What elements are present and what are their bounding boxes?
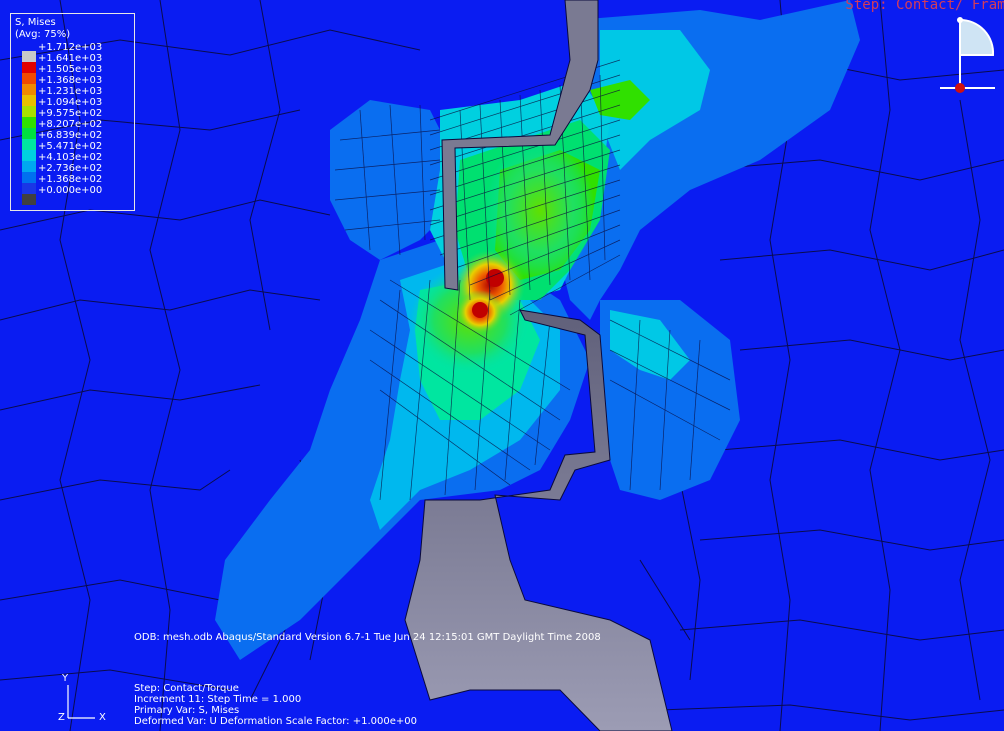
legend-tick: +0.000e+00 <box>38 185 103 196</box>
legend-subtitle: (Avg: 75%) <box>15 29 71 40</box>
view-triad <box>940 17 995 93</box>
legend-tick: +1.368e+03 <box>38 75 103 86</box>
coordinate-triad <box>67 685 95 719</box>
legend-tick: +1.712e+03 <box>38 42 103 53</box>
triad-y-label: Y <box>62 673 69 684</box>
legend-color-band <box>22 161 36 172</box>
legend-tick: +1.368e+02 <box>38 174 103 185</box>
legend-tick: +2.736e+02 <box>38 163 103 174</box>
legend-color-band <box>22 117 36 128</box>
legend-color-band <box>22 194 36 205</box>
triad-x-label: X <box>99 712 106 723</box>
contour-regions <box>215 0 860 660</box>
legend-color-band <box>22 172 36 183</box>
legend-tick: +1.505e+03 <box>38 64 103 75</box>
legend-color-band <box>22 139 36 150</box>
crack-geometry <box>404 0 673 731</box>
legend-title: S, Mises <box>15 17 56 28</box>
step-info-block: Step: Contact/Torque Increment 11: Step … <box>134 683 417 727</box>
step-info-increment: Increment 11: Step Time = 1.000 <box>134 694 302 705</box>
triad-z-label: Z <box>58 712 65 723</box>
legend-color-band <box>22 84 36 95</box>
contour-legend: S, Mises (Avg: 75%) +1.712e+03 +1.641e+0… <box>10 13 135 211</box>
step-frame-title: Step: Contact/ Frame <box>845 0 1004 13</box>
legend-color-band <box>22 51 36 62</box>
fine-mesh <box>334 59 731 501</box>
legend-color-band <box>22 95 36 106</box>
legend-color-band <box>22 73 36 84</box>
odb-info-line: ODB: mesh.odb Abaqus/Standard Version 6.… <box>134 632 601 643</box>
step-info-primary-var: Primary Var: S, Mises <box>134 705 240 716</box>
legend-color-band <box>22 62 36 73</box>
legend-color-band <box>22 150 36 161</box>
legend-tick: +8.207e+02 <box>38 119 103 130</box>
legend-tick: +6.839e+02 <box>38 130 103 141</box>
legend-color-band <box>22 106 36 117</box>
legend-ticks: +1.712e+03 +1.641e+03 +1.505e+03 +1.368e… <box>38 42 102 196</box>
legend-tick: +4.103e+02 <box>38 152 103 163</box>
step-info-deformed-var: Deformed Var: U Deformation Scale Factor… <box>134 716 417 727</box>
step-info-step: Step: Contact/Torque <box>134 683 239 694</box>
legend-tick: +1.641e+03 <box>38 53 103 64</box>
legend-tick: +1.094e+03 <box>38 97 103 108</box>
legend-tick: +1.231e+03 <box>38 86 103 97</box>
legend-color-bands <box>22 51 36 205</box>
legend-color-band <box>22 128 36 139</box>
legend-color-band <box>22 183 36 194</box>
legend-tick: +5.471e+02 <box>38 141 103 152</box>
legend-tick: +9.575e+02 <box>38 108 103 119</box>
